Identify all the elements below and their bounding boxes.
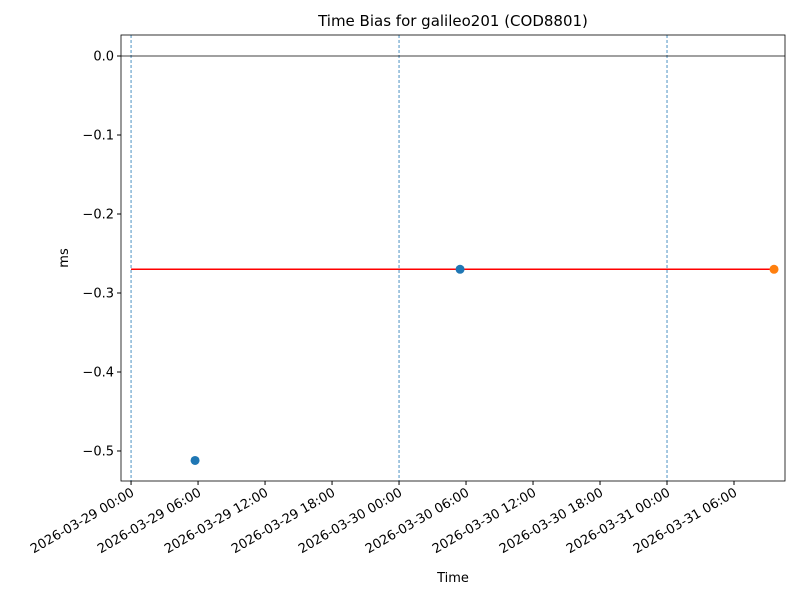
y-tick-label: 0.0	[93, 50, 114, 65]
y-tick-label: −0.4	[82, 365, 114, 380]
y-tick-label: −0.2	[82, 208, 114, 223]
y-tick-label: −0.1	[82, 129, 114, 144]
x-axis-label: Time	[436, 571, 469, 586]
data-point	[769, 264, 779, 274]
y-tick-label: −0.3	[82, 286, 114, 301]
data-point	[455, 264, 465, 274]
plot-frame	[120, 34, 786, 482]
chart-title: Time Bias for galileo201 (COD8801)	[317, 12, 588, 30]
y-tick-label: −0.5	[82, 444, 114, 459]
y-axis-label: ms	[57, 248, 72, 268]
data-point	[190, 455, 200, 465]
